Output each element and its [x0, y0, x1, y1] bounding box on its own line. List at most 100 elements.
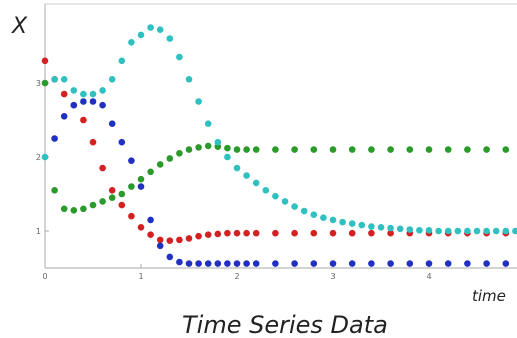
data-point-series-3 [60, 205, 68, 213]
data-point-series-3 [204, 142, 212, 150]
data-point-series-4 [108, 76, 116, 83]
data-point-series-4 [243, 172, 250, 179]
y-tick-label: 2 [36, 153, 41, 162]
data-point-series-3 [176, 150, 183, 157]
ticks: 0 1 2 3 4 1 2 3 [36, 79, 432, 281]
data-point-series-4 [368, 223, 375, 230]
data-point-series-2 [368, 260, 375, 267]
data-point-series-4 [492, 227, 500, 235]
data-point-series-3 [80, 205, 87, 213]
data-point-series-4 [233, 164, 241, 172]
data-point-series-2 [156, 242, 164, 250]
data-point-series-1 [224, 229, 231, 237]
data-point-series-4 [329, 216, 337, 224]
data-point-series-2 [70, 101, 78, 109]
data-point-series-4 [454, 227, 462, 235]
y-tick-label: 1 [36, 227, 41, 236]
data-point-series-2 [137, 183, 145, 190]
data-point-series-4 [262, 187, 270, 194]
data-point-series-2 [272, 260, 279, 267]
data-point-series-4 [252, 179, 260, 187]
data-point-series-3 [406, 146, 414, 153]
data-point-series-4 [339, 218, 346, 226]
data-point-series-1 [348, 229, 356, 237]
data-point-series-3 [108, 194, 116, 201]
data-point-series-4 [147, 24, 154, 31]
data-point-series-2 [233, 260, 241, 267]
data-point-series-2 [483, 260, 490, 267]
data-point-series-3 [233, 146, 241, 153]
data-point-series-3 [252, 146, 260, 153]
data-point-series-2 [128, 157, 135, 164]
data-point-series-3 [502, 146, 510, 153]
x-tick-label: 1 [138, 272, 143, 281]
data-point-series-1 [128, 212, 135, 220]
data-point-series-1 [147, 231, 154, 238]
data-point-series-2 [99, 101, 106, 109]
data-point-series-1 [185, 235, 193, 242]
data-point-series-3 [310, 146, 318, 153]
data-point-series-1 [118, 201, 126, 209]
data-point-series-2 [195, 260, 202, 267]
data-point-series-3 [166, 155, 174, 162]
data-point-series-3 [195, 144, 202, 151]
data-point-series-4 [320, 214, 327, 221]
data-point-series-2 [166, 253, 174, 261]
data-point-series-3 [243, 146, 250, 153]
data-point-series-4 [99, 87, 106, 94]
data-point-series-2 [348, 260, 356, 267]
data-point-series-4 [310, 211, 318, 219]
data-point-series-4 [291, 203, 298, 210]
data-point-series-1 [108, 187, 116, 194]
data-point-series-2 [80, 98, 87, 105]
data-point-series-2 [329, 260, 337, 267]
data-point-series-1 [233, 229, 241, 237]
y-axis-label: X [11, 14, 28, 39]
chart-title: Time Series Data [182, 311, 388, 338]
data-point-series-3 [118, 190, 126, 198]
data-point-series-4 [224, 153, 231, 161]
x-axis-label: time [472, 287, 506, 305]
data-point-series-1 [166, 237, 174, 244]
data-point-series-4 [156, 26, 164, 34]
data-point-series-4 [300, 207, 308, 215]
data-point-series-2 [51, 135, 58, 142]
data-point-series-1 [195, 232, 202, 240]
data-point-series-3 [348, 146, 356, 153]
data-point-series-4 [416, 226, 423, 234]
data-point-series-4 [444, 227, 452, 235]
data-point-series-3 [147, 168, 154, 176]
data-point-series-1 [41, 57, 49, 65]
data-point-series-1 [99, 164, 106, 172]
data-point-series-4 [406, 226, 414, 233]
data-point-series-2 [185, 260, 193, 267]
data-point-series-2 [252, 260, 260, 267]
data-point-series-1 [89, 138, 97, 146]
data-point-series-2 [118, 138, 126, 146]
data-point-series-2 [89, 98, 97, 105]
data-point-series-4 [387, 224, 394, 232]
x-tick-label: 4 [426, 272, 431, 281]
data-point-series-4 [176, 53, 183, 61]
data-point-series-1 [310, 229, 318, 237]
data-point-series-3 [185, 146, 193, 153]
data-point-series-2 [108, 120, 116, 127]
data-point-series-2 [406, 260, 414, 267]
data-point-series-4 [70, 87, 78, 94]
data-point-series-3 [444, 146, 452, 153]
data-point-series-3 [329, 146, 337, 153]
data-point-series-1 [176, 236, 183, 244]
data-point-series-3 [51, 187, 58, 194]
data-point-series-1 [243, 229, 250, 237]
data-point-series-3 [224, 144, 231, 152]
data-point-series-4 [60, 76, 68, 83]
data-point-series-4 [137, 31, 145, 39]
data-point-series-4 [166, 35, 174, 42]
data-point-series-4 [281, 198, 289, 205]
data-point-series-4 [214, 138, 222, 146]
data-point-series-3 [70, 206, 78, 214]
data-point-series-2 [291, 260, 298, 267]
data-point-series-3 [387, 146, 394, 153]
data-point-series-4 [204, 120, 212, 127]
data-point-series-4 [396, 225, 404, 233]
